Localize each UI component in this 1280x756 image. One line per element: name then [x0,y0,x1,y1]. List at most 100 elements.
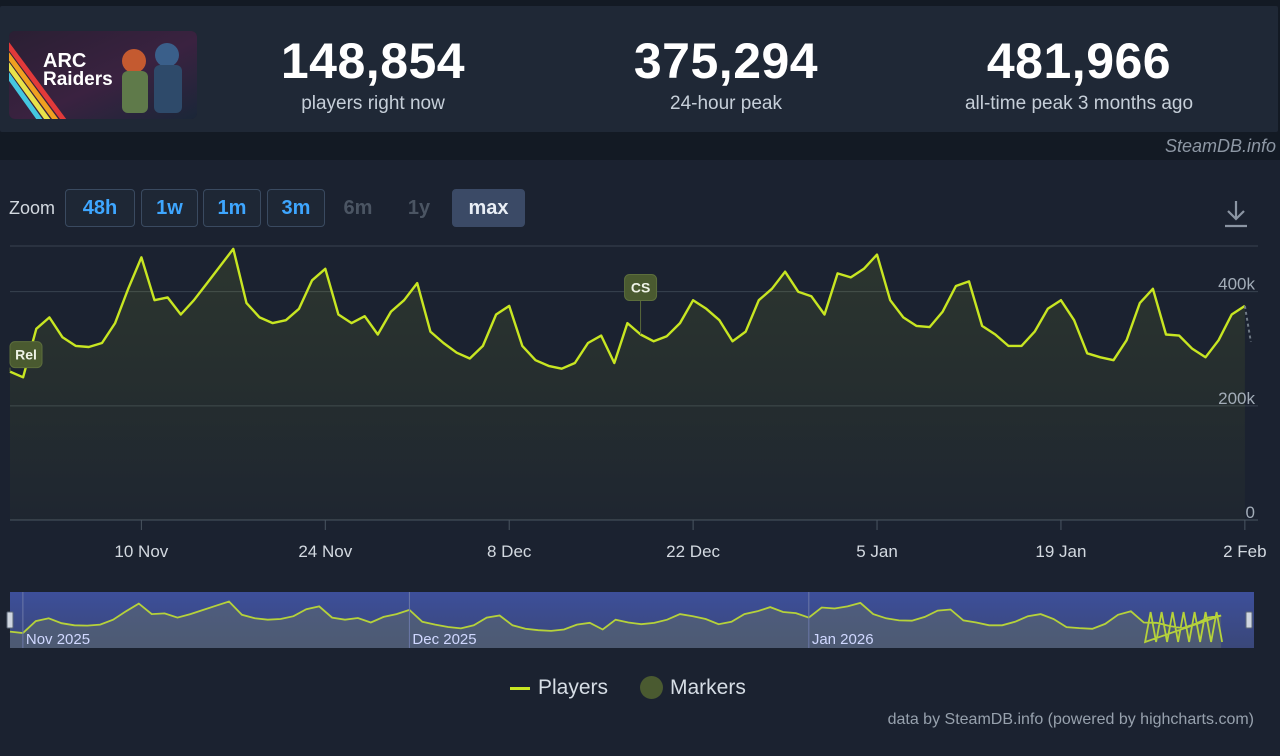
players-point-68[interactable] [897,311,909,323]
players-point-8[interactable] [109,317,121,329]
players-point-84[interactable] [1108,354,1120,366]
players-point-35[interactable] [464,353,476,365]
players-point-26[interactable] [346,317,358,329]
players-point-72[interactable] [950,280,962,292]
players-point-87[interactable] [1147,283,1159,295]
players-point-40[interactable] [530,354,542,366]
players-point-12[interactable] [162,291,174,303]
players-point-69[interactable] [910,320,922,332]
players-point-86[interactable] [1134,297,1146,309]
navigator-handle-right[interactable] [1245,611,1253,629]
players-point-29[interactable] [385,306,397,318]
players-point-2[interactable] [30,323,42,335]
players-point-10[interactable] [135,251,147,263]
legend-item-markers[interactable]: Markers [670,676,746,699]
players-point-20[interactable] [267,317,279,329]
players-point-9[interactable] [122,283,134,295]
players-point-39[interactable] [516,340,528,352]
players-point-91[interactable] [1200,351,1212,363]
players-point-74[interactable] [976,320,988,332]
players-point-6[interactable] [83,341,95,353]
players-point-57[interactable] [753,294,765,306]
players-point-4[interactable] [57,331,69,343]
players-point-63[interactable] [832,267,844,279]
players-point-16[interactable] [214,260,226,272]
players-point-90[interactable] [1186,343,1198,355]
zoom-button-1y[interactable]: 1y [407,197,431,219]
players-point-1[interactable] [17,371,29,383]
zoom-button-48h[interactable]: 48h [65,189,135,227]
players-point-59[interactable] [779,266,791,278]
players-point-19[interactable] [254,311,266,323]
zoom-button-3m[interactable]: 3m [267,189,325,227]
zoom-button-max[interactable]: max [452,189,525,227]
players-point-89[interactable] [1173,330,1185,342]
players-point-15[interactable] [201,277,213,289]
marker-rel[interactable] [9,341,43,369]
players-point-50[interactable] [661,330,673,342]
players-point-85[interactable] [1121,334,1133,346]
chart-credits[interactable]: data by SteamDB.info (powered by highcha… [887,711,1254,728]
players-point-64[interactable] [845,271,857,283]
players-point-93[interactable] [1226,309,1238,321]
players-point-82[interactable] [1081,347,1093,359]
players-point-7[interactable] [96,337,108,349]
players-point-78[interactable] [1029,326,1041,338]
download-icon[interactable] [1222,198,1250,230]
players-point-49[interactable] [648,335,660,347]
players-point-14[interactable] [188,294,200,306]
zoom-button-1w[interactable]: 1w [141,189,198,227]
players-point-75[interactable] [989,329,1001,341]
zoom-button-1m[interactable]: 1m [203,189,261,227]
players-point-41[interactable] [543,360,555,372]
players-point-36[interactable] [477,340,489,352]
players-point-30[interactable] [398,294,410,306]
players-point-71[interactable] [937,306,949,318]
players-point-76[interactable] [1002,340,1014,352]
players-point-46[interactable] [608,357,620,369]
players-point-60[interactable] [792,286,804,298]
players-point-80[interactable] [1055,294,1067,306]
navigator-handle-left[interactable] [6,611,14,629]
players-point-5[interactable] [70,340,82,352]
game-logo[interactable]: ARC Raiders [9,31,197,119]
players-point-23[interactable] [306,274,318,286]
players-point-81[interactable] [1068,314,1080,326]
players-point-42[interactable] [556,363,568,375]
players-point-53[interactable] [700,303,712,315]
players-point-56[interactable] [740,326,752,338]
zoom-button-6m[interactable]: 6m [343,197,373,219]
players-point-37[interactable] [490,309,502,321]
players-point-47[interactable] [621,317,633,329]
players-point-28[interactable] [372,329,384,341]
players-point-79[interactable] [1042,303,1054,315]
players-point-92[interactable] [1213,334,1225,346]
player-count-chart[interactable]: Rel CS 0 200k 400k 10 Nov 24 Nov 8 Dec 22 Dec 5… [0,240,1280,660]
players-point-38[interactable] [503,300,515,312]
players-point-22[interactable] [293,303,305,315]
players-point-43[interactable] [569,357,581,369]
players-point-13[interactable] [175,309,187,321]
players-point-94[interactable] [1239,300,1251,312]
players-point-62[interactable] [819,309,831,321]
players-point-88[interactable] [1160,329,1172,341]
players-point-44[interactable] [582,337,594,349]
players-point-54[interactable] [713,314,725,326]
players-point-25[interactable] [332,309,344,321]
players-point-67[interactable] [884,294,896,306]
players-point-70[interactable] [924,321,936,333]
players-point-33[interactable] [438,337,450,349]
players-point-18[interactable] [241,297,253,309]
players-point-77[interactable] [1016,340,1028,352]
steamdb-credit[interactable]: SteamDB.info [1164,136,1276,156]
players-point-61[interactable] [805,290,817,302]
marker-cs[interactable] [624,273,658,301]
players-point-32[interactable] [424,326,436,338]
players-point-55[interactable] [727,335,739,347]
players-point-52[interactable] [687,294,699,306]
players-point-83[interactable] [1094,351,1106,363]
players-point-51[interactable] [674,317,686,329]
players-point-58[interactable] [766,283,778,295]
players-point-21[interactable] [280,314,292,326]
players-point-31[interactable] [411,277,423,289]
